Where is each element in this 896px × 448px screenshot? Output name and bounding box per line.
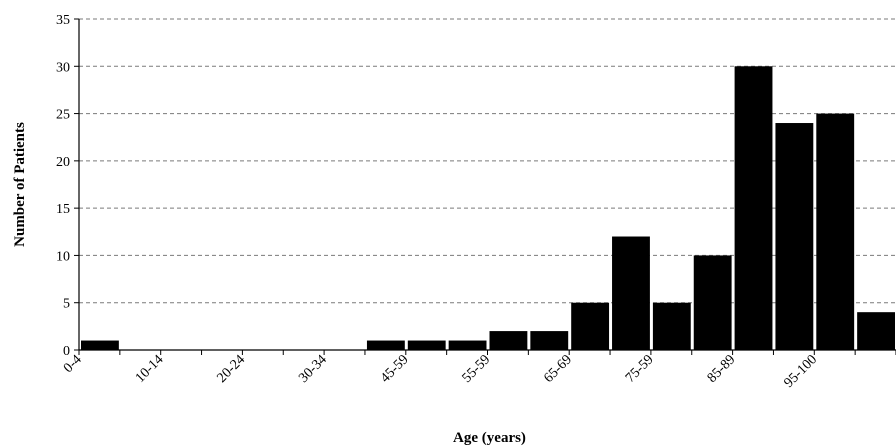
bar — [366, 340, 405, 350]
bar — [489, 331, 528, 350]
bar — [407, 340, 446, 350]
x-tick-label: 10-14 — [133, 352, 167, 386]
x-tick-label: 65-69 — [541, 352, 575, 386]
x-tick-label: 75-59 — [623, 352, 657, 386]
bar — [448, 340, 487, 350]
y-tick-label: 15 — [56, 202, 70, 217]
y-tick-label: 0 — [63, 344, 70, 359]
bar — [734, 66, 773, 351]
bar — [652, 302, 691, 350]
x-tick-label: 95-100 — [781, 352, 820, 391]
bar — [530, 331, 569, 350]
y-tick-label: 20 — [56, 155, 70, 170]
bar — [571, 302, 610, 350]
bar — [693, 255, 732, 350]
y-tick-label: 30 — [56, 60, 70, 75]
x-tick-label: 55-59 — [460, 352, 494, 386]
x-axis-title: Age (years) — [453, 430, 526, 446]
x-tick-labels: 0-4 10-14 20-24 30-34 45-59 55-59 65-69 75-59 85… — [61, 352, 820, 391]
y-tick-labels: 0 5 10 15 20 25 30 35 — [56, 13, 70, 359]
bar — [816, 113, 855, 350]
gridlines — [79, 18, 896, 304]
x-tick-label: 45-59 — [378, 352, 412, 386]
bar — [775, 123, 814, 351]
bars — [81, 66, 895, 351]
bar — [81, 340, 119, 350]
y-tick-label: 10 — [56, 249, 70, 264]
y-tick-label: 25 — [56, 108, 70, 123]
y-tick-label: 5 — [63, 297, 70, 312]
y-axis-title: Number of Patients — [12, 122, 28, 247]
x-tick-label: 20-24 — [215, 352, 249, 386]
bar — [612, 236, 650, 350]
x-tick-label: 85-89 — [705, 352, 739, 386]
y-tick-label: 35 — [56, 13, 70, 28]
axes — [74, 18, 896, 355]
x-tick-label: 30-34 — [296, 352, 330, 386]
bar — [857, 312, 895, 350]
